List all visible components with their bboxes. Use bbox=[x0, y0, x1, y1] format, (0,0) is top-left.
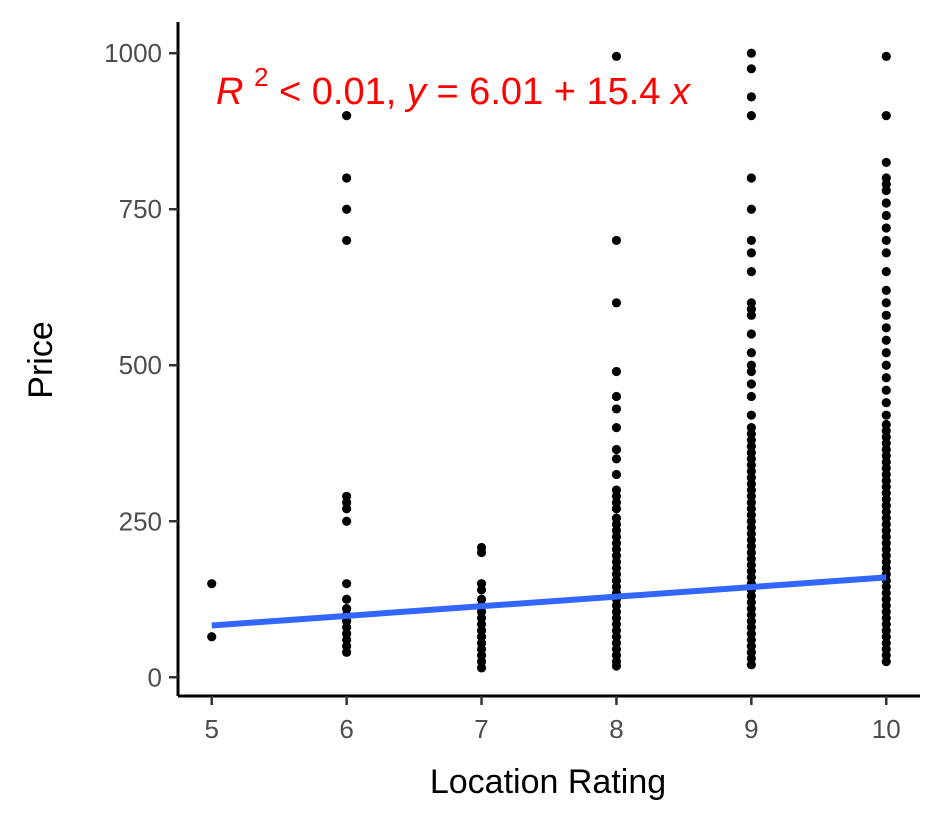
data-point bbox=[746, 391, 756, 402]
data-point bbox=[746, 329, 756, 339]
data-point bbox=[746, 267, 756, 277]
data-point bbox=[881, 419, 891, 430]
data-point bbox=[611, 454, 622, 464]
y-axis: 0 250 500 750 1000 bbox=[104, 22, 180, 696]
y-axis-title: Price bbox=[22, 321, 60, 398]
data-point bbox=[746, 64, 756, 74]
data-point bbox=[746, 48, 756, 58]
data-point bbox=[746, 173, 756, 183]
annotation-r-exponent: 2 bbox=[254, 62, 268, 92]
data-point bbox=[881, 51, 891, 61]
data-point bbox=[881, 385, 891, 395]
data-point bbox=[746, 379, 756, 389]
data-point bbox=[611, 235, 622, 246]
data-point bbox=[746, 235, 756, 246]
annotation-r-value: < 0.01, bbox=[279, 71, 407, 113]
y-tick-label: 750 bbox=[119, 194, 162, 224]
data-point bbox=[611, 298, 622, 308]
x-tick-label: 6 bbox=[339, 714, 353, 744]
data-point bbox=[881, 323, 891, 333]
data-point bbox=[342, 594, 352, 604]
data-point bbox=[342, 491, 352, 501]
data-point bbox=[881, 373, 891, 383]
data-point bbox=[611, 485, 622, 495]
data-point bbox=[746, 348, 756, 358]
data-point bbox=[881, 298, 891, 308]
regression-annotation: R 2 < 0.01, y = 6.01 + 15.4 x bbox=[216, 53, 692, 113]
data-point bbox=[207, 632, 217, 642]
data-point bbox=[881, 348, 891, 358]
data-point bbox=[611, 404, 622, 414]
annotation-x-symbol: x bbox=[669, 71, 692, 113]
data-point bbox=[746, 360, 756, 370]
y-tick-label: 1000 bbox=[104, 38, 162, 68]
x-tick-label: 7 bbox=[474, 714, 488, 744]
data-point bbox=[342, 235, 352, 246]
data-point bbox=[476, 579, 487, 589]
data-point bbox=[611, 444, 622, 455]
data-point bbox=[881, 335, 891, 345]
data-point bbox=[342, 604, 352, 614]
x-axis: 5 6 7 8 9 10 bbox=[178, 694, 920, 744]
data-points bbox=[207, 48, 891, 673]
x-tick-label: 10 bbox=[872, 714, 901, 744]
data-point bbox=[342, 204, 352, 214]
data-point bbox=[881, 111, 891, 121]
data-point bbox=[611, 51, 622, 61]
data-point bbox=[746, 204, 756, 214]
data-point bbox=[881, 410, 891, 420]
data-point bbox=[881, 223, 891, 233]
annotation-equation: = 6.01 + 15.4 bbox=[436, 71, 671, 113]
annotation-y-symbol: y bbox=[404, 71, 428, 113]
annotation-r-symbol: R bbox=[216, 71, 243, 113]
data-point bbox=[746, 248, 756, 258]
data-point bbox=[881, 235, 891, 246]
data-point bbox=[342, 173, 352, 183]
data-point bbox=[611, 423, 622, 433]
data-point bbox=[746, 410, 756, 420]
data-point bbox=[881, 210, 891, 221]
x-axis-title: Location Rating bbox=[430, 763, 666, 801]
regression-fit-line bbox=[211, 574, 887, 629]
data-point bbox=[611, 366, 622, 377]
data-point bbox=[207, 579, 217, 589]
data-point bbox=[881, 173, 891, 183]
data-point bbox=[611, 391, 622, 402]
data-point bbox=[881, 360, 891, 370]
y-tick-label: 500 bbox=[119, 350, 162, 380]
data-point bbox=[881, 198, 891, 208]
data-point bbox=[746, 111, 756, 121]
data-point bbox=[746, 423, 756, 433]
y-tick-label: 0 bbox=[148, 662, 162, 692]
data-point bbox=[476, 594, 487, 604]
data-point bbox=[881, 398, 891, 408]
data-point bbox=[881, 267, 891, 277]
data-point bbox=[342, 516, 352, 526]
data-point bbox=[881, 310, 891, 320]
data-point bbox=[476, 542, 487, 553]
x-tick-label: 5 bbox=[204, 714, 218, 744]
data-point bbox=[881, 285, 891, 295]
data-point bbox=[881, 157, 891, 168]
data-point bbox=[611, 469, 622, 480]
y-tick-label: 250 bbox=[119, 506, 162, 536]
x-tick-label: 9 bbox=[744, 714, 758, 744]
data-point bbox=[611, 513, 622, 523]
data-point bbox=[342, 579, 352, 589]
data-point bbox=[342, 111, 352, 121]
data-point bbox=[746, 298, 756, 308]
data-point bbox=[746, 92, 756, 102]
x-tick-label: 8 bbox=[609, 714, 623, 744]
data-point bbox=[881, 248, 891, 258]
